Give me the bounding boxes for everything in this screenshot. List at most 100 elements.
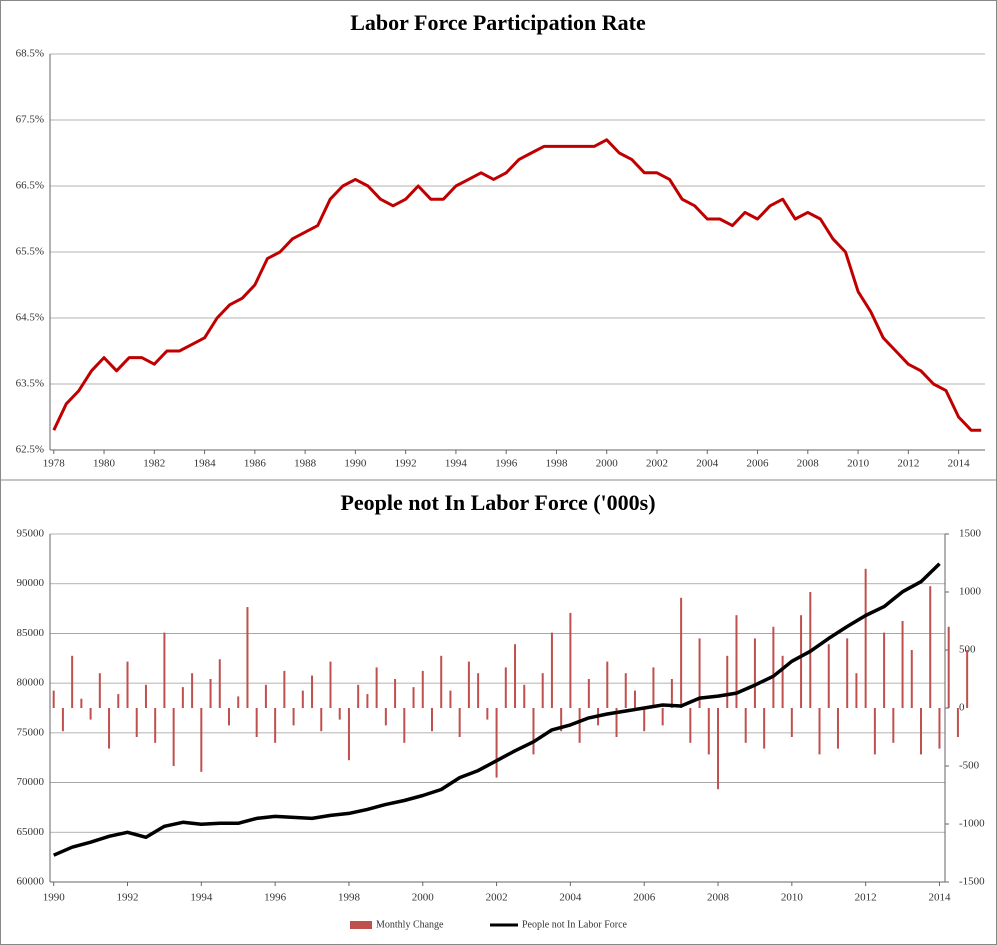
- bar: [560, 708, 563, 732]
- x-tick-label: 1998: [545, 458, 568, 470]
- x-tick-label: 1988: [294, 458, 317, 470]
- bar: [440, 655, 443, 708]
- legend-label: Monthly Change: [376, 919, 444, 930]
- bar: [735, 615, 738, 708]
- legend-label: People not In Labor Force: [522, 919, 628, 930]
- x-tick-label: 1994: [445, 458, 468, 470]
- bar: [550, 632, 553, 708]
- x-tick-label: 1998: [338, 892, 361, 904]
- bar: [71, 655, 74, 708]
- x-tick-label: 2004: [696, 458, 719, 470]
- bar: [606, 661, 609, 708]
- x-tick-label: 1978: [43, 458, 66, 470]
- bar: [689, 708, 692, 743]
- bar: [624, 673, 627, 708]
- bar: [449, 690, 452, 708]
- bar: [495, 708, 498, 778]
- bar: [172, 708, 175, 766]
- bar: [255, 708, 258, 737]
- y2-tick-label: -500: [959, 760, 980, 772]
- bar: [61, 708, 64, 732]
- bar: [883, 632, 886, 708]
- x-tick-label: 2000: [412, 892, 435, 904]
- y-tick-label: 63.5%: [16, 378, 44, 390]
- bar: [781, 655, 784, 708]
- bar: [52, 690, 55, 708]
- y-tick-label: 65000: [17, 826, 45, 838]
- x-tick-label: 1986: [244, 458, 267, 470]
- bar: [698, 638, 701, 708]
- x-tick-label: 1996: [264, 892, 287, 904]
- y-tick-label: 75000: [17, 726, 45, 738]
- y2-tick-label: 0: [959, 702, 965, 714]
- bar: [920, 708, 923, 755]
- x-tick-label: 1992: [395, 458, 417, 470]
- bar: [873, 708, 876, 755]
- y2-tick-label: 1000: [959, 586, 982, 598]
- bar: [633, 690, 636, 708]
- line: [52, 138, 982, 432]
- y-tick-label: 66.5%: [16, 180, 44, 192]
- bar: [532, 708, 535, 755]
- x-tick-label: 1992: [117, 892, 139, 904]
- y-tick-label: 62.5%: [16, 444, 44, 456]
- bar: [846, 638, 849, 708]
- y-tick-label: 90000: [17, 577, 45, 589]
- bar: [938, 708, 941, 749]
- bar: [790, 708, 793, 737]
- bar: [800, 615, 803, 708]
- bar: [514, 644, 517, 708]
- bar: [467, 661, 470, 708]
- bar: [615, 708, 618, 737]
- bar: [541, 673, 544, 708]
- x-tick-label: 2014: [928, 892, 951, 904]
- bar: [357, 684, 360, 708]
- bar: [458, 708, 461, 737]
- chart-title: Labor Force Participation Rate: [350, 10, 646, 35]
- bar: [237, 696, 240, 708]
- bar: [98, 673, 101, 708]
- bar: [191, 673, 194, 708]
- chart-title: People not In Labor Force ('000s): [340, 490, 655, 515]
- y-tick-label: 70000: [17, 776, 45, 788]
- y-tick-label: 67.5%: [16, 114, 44, 126]
- bar: [421, 670, 424, 708]
- bar: [956, 708, 959, 737]
- x-tick-label: 1990: [344, 458, 367, 470]
- y2-tick-label: -1000: [959, 818, 985, 830]
- bar: [717, 708, 720, 790]
- x-tick-label: 1980: [93, 458, 116, 470]
- x-tick-label: 2000: [596, 458, 619, 470]
- bar: [394, 679, 397, 708]
- x-tick-label: 2006: [747, 458, 770, 470]
- y2-tick-label: 500: [959, 644, 976, 656]
- y-tick-label: 95000: [17, 528, 45, 540]
- y-tick-label: 65.5%: [16, 246, 44, 258]
- bar: [670, 679, 673, 708]
- y-tick-label: 80000: [17, 677, 45, 689]
- y2-tick-label: 1500: [959, 528, 982, 540]
- x-tick-label: 2004: [559, 892, 582, 904]
- bar: [763, 708, 766, 749]
- bar: [504, 667, 507, 708]
- bar: [264, 684, 267, 708]
- x-tick-label: 1990: [43, 892, 66, 904]
- bar: [929, 586, 932, 708]
- bar: [836, 708, 839, 749]
- bar: [578, 708, 581, 743]
- bar: [753, 638, 756, 708]
- x-tick-label: 2012: [897, 458, 919, 470]
- bar: [320, 708, 323, 732]
- y-tick-label: 68.5%: [16, 48, 44, 60]
- bar: [246, 607, 249, 708]
- bar: [855, 673, 858, 708]
- x-tick-label: 2010: [847, 458, 870, 470]
- bar: [126, 661, 129, 708]
- bar: [726, 655, 729, 708]
- bar: [89, 708, 92, 720]
- bar: [209, 679, 212, 708]
- bar: [643, 708, 646, 732]
- x-tick-label: 2006: [633, 892, 656, 904]
